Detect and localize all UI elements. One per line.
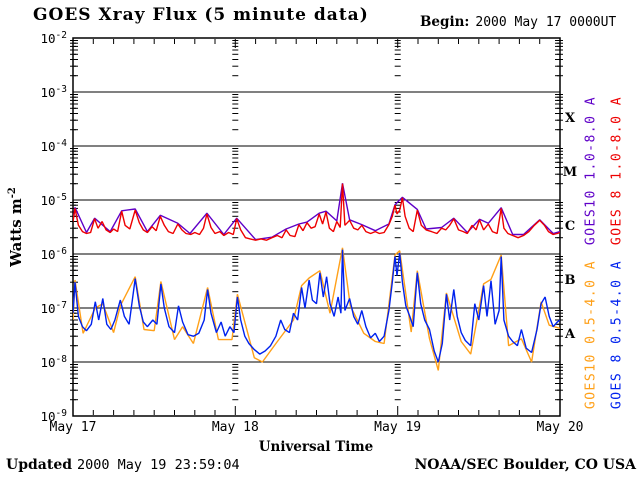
updated-label: Updated xyxy=(6,457,73,473)
legend-entry: GOES10 0.5-4.0 A xyxy=(583,259,599,410)
series-GOES-8-0.5-4.0-A xyxy=(73,249,560,363)
flare-class-label: X xyxy=(564,111,576,126)
legend-entry: GOES 8 1.0-8.0 A xyxy=(609,95,625,246)
updated-value: 2000 May 19 23:59:04 xyxy=(77,457,240,473)
y-tick-label: 10-5 xyxy=(40,192,67,209)
x-tick-label: May 17 xyxy=(49,420,97,435)
series-GOES10-1.0-8.0-A xyxy=(73,183,560,241)
begin-label: Begin: xyxy=(420,14,470,30)
y-tick-label: 10-6 xyxy=(40,246,67,263)
y-tick-label: 10-2 xyxy=(40,30,67,47)
y-tick-label: 10-3 xyxy=(40,84,67,101)
y-tick-label: 10-8 xyxy=(40,354,67,371)
updated-timestamp: Updated 2000 May 19 23:59:04 xyxy=(6,457,240,473)
begin-time: Begin: 2000 May 17 0000UT xyxy=(420,14,616,30)
series-GOES-8-1.0-8.0-A xyxy=(73,183,560,241)
flare-class-label: C xyxy=(564,219,576,234)
legend-entry: GOES 8 0.5-4.0 A xyxy=(609,259,625,410)
flare-class-label: M xyxy=(562,165,578,180)
flare-class-label: B xyxy=(564,273,576,288)
series-GOES10-0.5-4.0-A xyxy=(73,247,560,371)
legend-entry: GOES10 1.0-8.0 A xyxy=(583,95,599,246)
y-tick-label: 10-7 xyxy=(40,300,67,317)
begin-value: 2000 May 17 0000UT xyxy=(475,15,617,30)
y-tick-label: 10-4 xyxy=(40,138,67,155)
x-tick-label: May 18 xyxy=(211,420,259,435)
x-tick-label: May 19 xyxy=(374,420,422,435)
x-axis-title: Universal Time xyxy=(258,439,374,455)
data-source: NOAA/SEC Boulder, CO USA xyxy=(414,457,637,473)
flare-class-label: A xyxy=(564,327,576,342)
y-tick-label: 10-9 xyxy=(40,408,67,425)
page-title: GOES Xray Flux (5 minute data) xyxy=(33,5,369,25)
x-tick-label: May 20 xyxy=(536,420,584,435)
